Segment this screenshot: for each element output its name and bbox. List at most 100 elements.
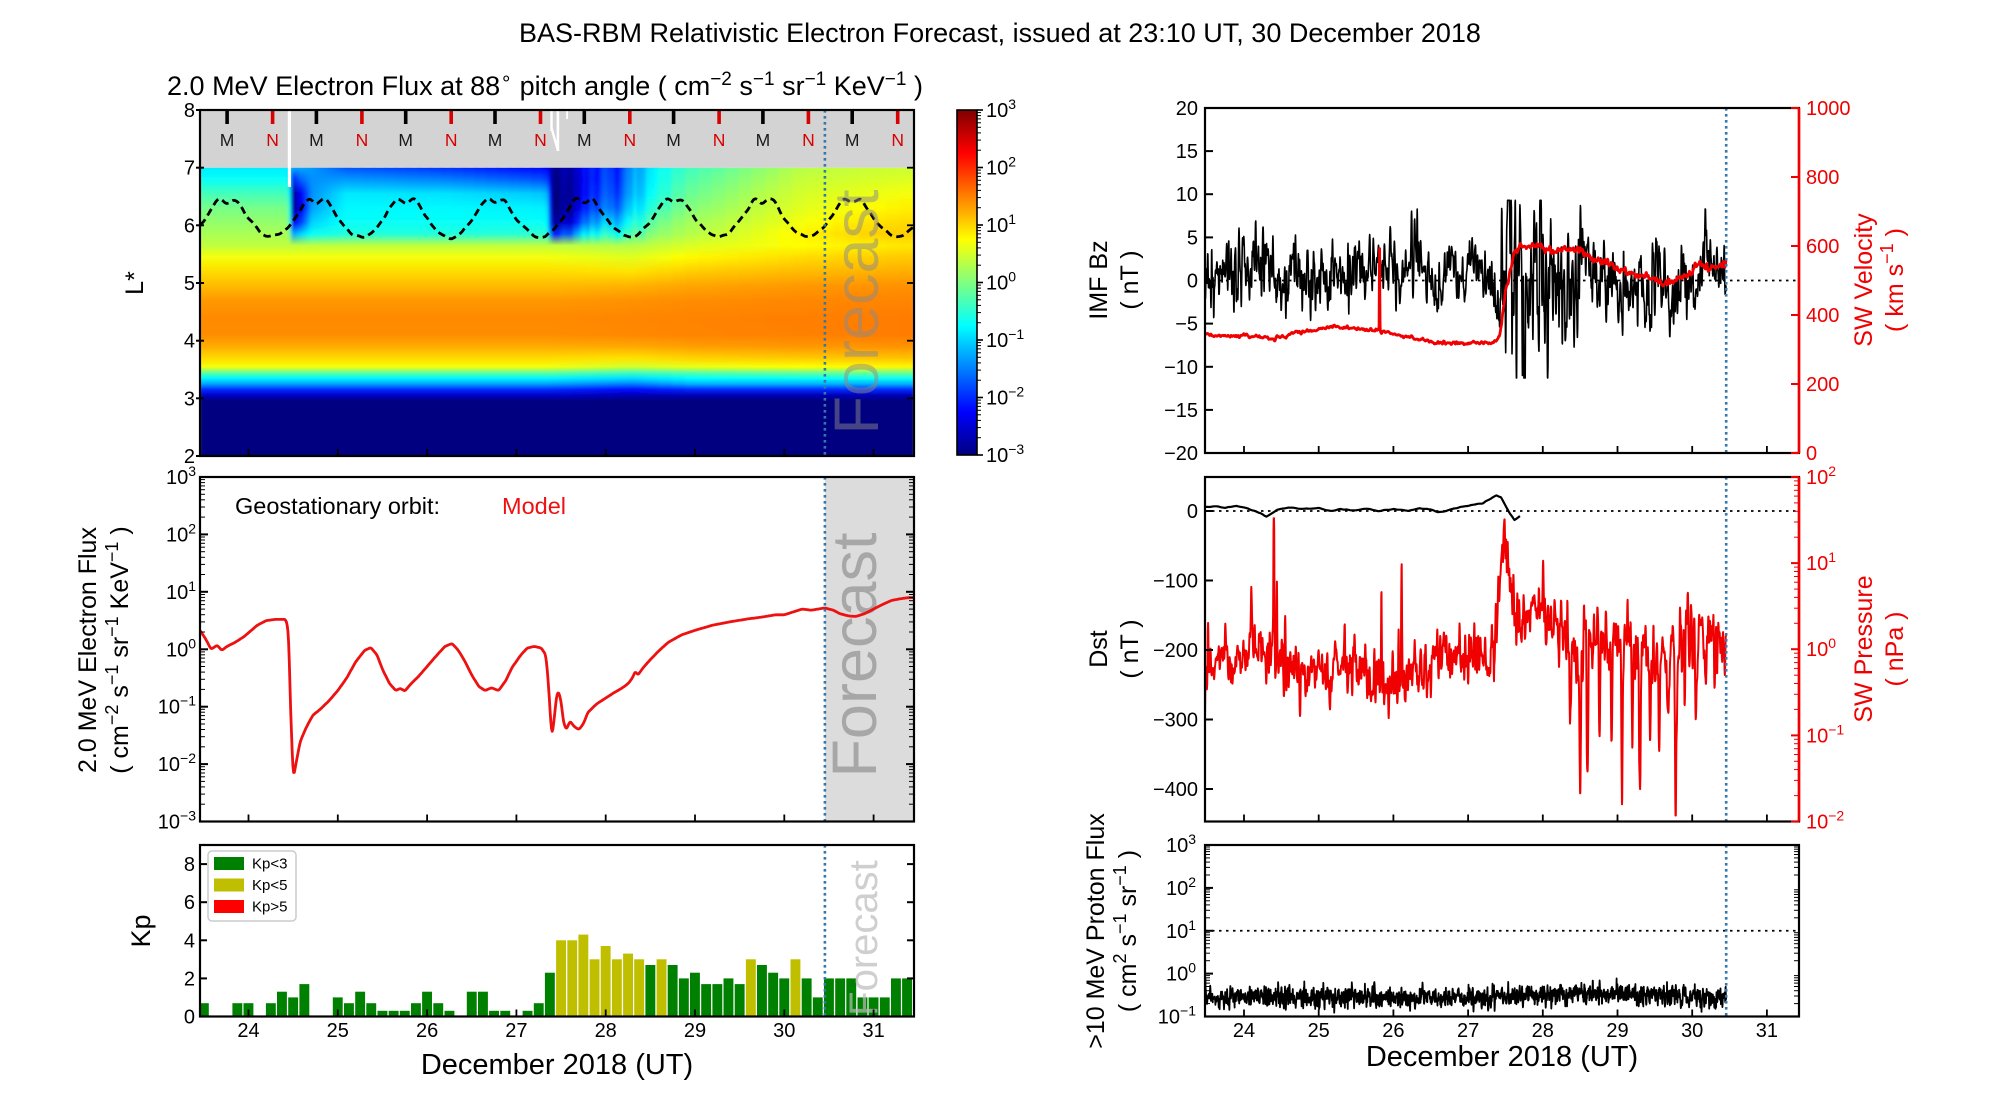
svg-text:( cm2 s−1 sr−1 ): ( cm2 s−1 sr−1 ) [1110, 850, 1142, 1012]
svg-text:10−1: 10−1 [1806, 721, 1844, 747]
svg-text:27: 27 [1457, 1020, 1479, 1042]
svg-text:−20: −20 [1164, 443, 1198, 465]
svg-text:600: 600 [1806, 236, 1839, 258]
svg-text:100: 100 [166, 635, 196, 661]
svg-text:IMF Bz: IMF Bz [1085, 240, 1113, 319]
svg-text:30: 30 [1681, 1020, 1703, 1042]
svg-text:0: 0 [1187, 501, 1198, 523]
svg-text:December 2018 (UT): December 2018 (UT) [1366, 1041, 1638, 1073]
svg-text:29: 29 [1606, 1020, 1628, 1042]
svg-text:N: N [891, 130, 904, 150]
svg-text:M: M [220, 130, 235, 150]
svg-text:10−1: 10−1 [986, 326, 1024, 352]
svg-text:103: 103 [986, 96, 1016, 122]
svg-text:31: 31 [862, 1020, 884, 1042]
svg-text:2.0 MeV Electron Flux: 2.0 MeV Electron Flux [74, 527, 102, 773]
svg-text:−10: −10 [1164, 357, 1198, 379]
svg-text:101: 101 [1806, 549, 1836, 575]
svg-text:( nT ): ( nT ) [1116, 250, 1144, 309]
svg-text:102: 102 [986, 154, 1016, 180]
svg-text:10−1: 10−1 [1158, 1003, 1196, 1029]
svg-text:29: 29 [684, 1020, 706, 1042]
svg-text:102: 102 [166, 520, 196, 546]
svg-text:10−3: 10−3 [158, 808, 196, 834]
svg-text:100: 100 [986, 269, 1016, 295]
svg-text:M: M [309, 130, 324, 150]
svg-text:2: 2 [184, 968, 195, 990]
svg-text:N: N [266, 130, 279, 150]
svg-text:5: 5 [184, 273, 195, 295]
svg-text:0: 0 [1806, 443, 1817, 465]
svg-text:26: 26 [416, 1020, 438, 1042]
svg-text:0: 0 [184, 1007, 195, 1029]
svg-text:10−2: 10−2 [986, 384, 1024, 410]
svg-text:20: 20 [1176, 98, 1198, 120]
svg-text:N: N [623, 130, 636, 150]
svg-text:8: 8 [184, 100, 195, 122]
svg-text:10−2: 10−2 [1806, 808, 1844, 834]
svg-text:800: 800 [1806, 167, 1839, 189]
svg-text:( km s−1 ): ( km s−1 ) [1877, 228, 1909, 332]
svg-text:27: 27 [505, 1020, 527, 1042]
svg-text:4: 4 [184, 930, 195, 952]
svg-text:>10 MeV Proton Flux: >10 MeV Proton Flux [1082, 813, 1110, 1049]
svg-text:26: 26 [1382, 1020, 1404, 1042]
svg-text:30: 30 [773, 1020, 795, 1042]
svg-text:15: 15 [1176, 141, 1198, 163]
svg-text:101: 101 [1166, 917, 1196, 943]
svg-text:2: 2 [184, 446, 195, 468]
svg-text:−5: −5 [1175, 314, 1198, 336]
svg-text:M: M [666, 130, 681, 150]
svg-text:103: 103 [1166, 831, 1196, 857]
svg-text:L*: L* [121, 271, 149, 295]
svg-text:102: 102 [1166, 874, 1196, 900]
svg-text:28: 28 [595, 1020, 617, 1042]
svg-text:24: 24 [1233, 1020, 1255, 1042]
svg-text:101: 101 [986, 211, 1016, 237]
svg-text:−300: −300 [1153, 710, 1198, 732]
svg-text:25: 25 [1308, 1020, 1330, 1042]
svg-text:1000: 1000 [1806, 98, 1851, 120]
svg-text:Geostationary orbit:: Geostationary orbit: [235, 493, 440, 519]
svg-text:28: 28 [1532, 1020, 1554, 1042]
svg-text:December 2018 (UT): December 2018 (UT) [421, 1049, 693, 1081]
svg-text:2.0 MeV Electron Flux at 88∘ p: 2.0 MeV Electron Flux at 88∘ pitch angle… [167, 69, 923, 101]
svg-text:31: 31 [1756, 1020, 1778, 1042]
svg-text:10−3: 10−3 [986, 441, 1024, 467]
svg-text:−100: −100 [1153, 571, 1198, 593]
svg-text:Model: Model [502, 493, 566, 519]
svg-text:N: N [356, 130, 369, 150]
svg-text:N: N [713, 130, 726, 150]
svg-text:3: 3 [184, 388, 195, 410]
svg-text:Kp>5: Kp>5 [252, 899, 287, 916]
svg-text:10−2: 10−2 [158, 750, 196, 776]
svg-text:SW Pressure: SW Pressure [1850, 575, 1878, 722]
svg-text:103: 103 [166, 463, 196, 489]
svg-text:BAS-RBM Relativistic Electron: BAS-RBM Relativistic Electron Forecast, … [519, 18, 1481, 48]
svg-text:10: 10 [1176, 184, 1198, 206]
svg-text:6: 6 [184, 215, 195, 237]
svg-text:( nPa ): ( nPa ) [1881, 611, 1909, 686]
svg-text:25: 25 [327, 1020, 349, 1042]
svg-text:6: 6 [184, 892, 195, 914]
svg-text:200: 200 [1806, 374, 1839, 396]
svg-text:( cm−2 s−1 sr−1 KeV−1 ): ( cm−2 s−1 sr−1 KeV−1 ) [102, 526, 134, 773]
svg-text:( nT ): ( nT ) [1116, 619, 1144, 678]
svg-text:5: 5 [1187, 227, 1198, 249]
svg-text:4: 4 [184, 331, 195, 353]
svg-text:M: M [845, 130, 860, 150]
svg-text:Kp<5: Kp<5 [252, 877, 287, 894]
svg-text:M: M [577, 130, 592, 150]
svg-text:−200: −200 [1153, 640, 1198, 662]
svg-text:101: 101 [166, 578, 196, 604]
svg-text:N: N [445, 130, 458, 150]
svg-text:400: 400 [1806, 305, 1839, 327]
svg-text:Kp: Kp [126, 914, 156, 947]
svg-text:7: 7 [184, 158, 195, 180]
svg-text:0: 0 [1187, 271, 1198, 293]
svg-text:100: 100 [1166, 960, 1196, 986]
svg-text:Forecast: Forecast [842, 860, 886, 1016]
svg-text:Dst: Dst [1085, 630, 1113, 668]
svg-text:24: 24 [237, 1020, 259, 1042]
svg-text:102: 102 [1806, 463, 1836, 489]
